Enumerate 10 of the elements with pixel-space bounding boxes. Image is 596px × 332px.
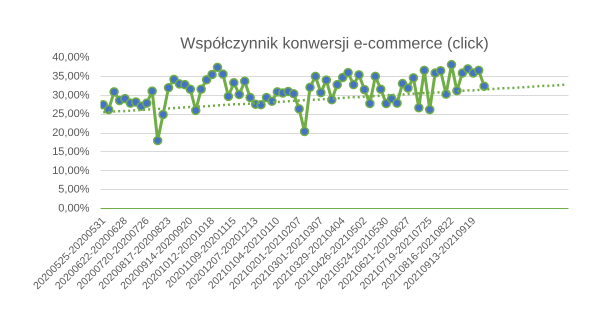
y-tick-label: 0,00% <box>58 202 90 214</box>
y-tick-label: 5,00% <box>58 184 90 196</box>
y-tick-label: 15,00% <box>52 146 90 158</box>
y-tick-label: 10,00% <box>52 164 90 177</box>
y-tick-label: 30,00% <box>52 89 90 102</box>
y-tick-label: 35,00% <box>52 70 90 82</box>
chart-title: Współczynnik konwersji e-commerce (click) <box>180 36 489 52</box>
y-tick-label: 25,00% <box>52 108 90 120</box>
y-tick-label: 40,00% <box>52 52 90 64</box>
y-tick-label: 20,00% <box>52 127 90 139</box>
